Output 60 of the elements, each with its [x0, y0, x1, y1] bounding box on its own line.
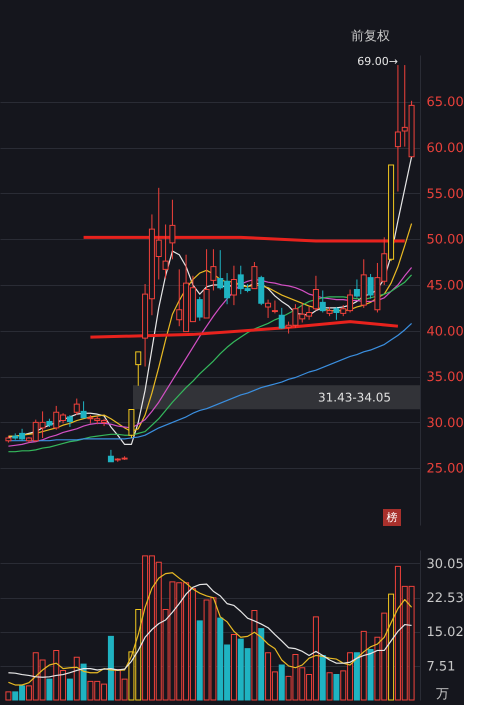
candlestick — [80, 400, 87, 418]
candlestick — [312, 275, 319, 312]
bar — [333, 674, 340, 700]
annotation: 榜 — [386, 511, 398, 524]
candlestick — [196, 296, 203, 322]
y-tick-label: 15.02 — [426, 625, 464, 640]
bar — [80, 664, 87, 700]
y-tick-label: 40.00 — [426, 324, 464, 340]
candlestick — [265, 299, 272, 318]
candlestick — [354, 278, 360, 298]
bar — [230, 634, 237, 700]
candlestick — [162, 224, 169, 280]
band-label: 31.43-34.05 — [318, 390, 392, 404]
bar — [360, 630, 367, 700]
candlestick — [333, 306, 340, 320]
line-series — [8, 583, 412, 678]
bar — [354, 652, 360, 700]
y-tick-label: 35.00 — [426, 370, 464, 386]
bar — [251, 610, 258, 700]
candlestick — [169, 199, 176, 260]
bar — [368, 649, 374, 700]
y-tick-label: 45.00 — [426, 278, 464, 294]
candlestick — [394, 64, 401, 192]
bar — [196, 620, 203, 700]
y-axis-title: 万 — [436, 687, 449, 702]
line-series — [8, 572, 412, 686]
bar — [5, 691, 12, 700]
candlestick — [135, 351, 142, 386]
candlestick — [74, 398, 80, 416]
y-tick-label: 30.05 — [426, 556, 464, 572]
bar — [66, 678, 73, 700]
line-series — [8, 156, 412, 445]
bar — [258, 628, 264, 700]
bar — [320, 654, 326, 700]
bar — [46, 678, 52, 700]
y-tick-label: 25.00 — [426, 462, 464, 477]
candlestick — [278, 307, 285, 330]
candlestick — [108, 449, 114, 462]
annotation: 69.00→ — [357, 55, 398, 68]
y-tick-label: 30.00 — [426, 416, 464, 431]
y-tick-label: 60.00 — [426, 141, 464, 156]
y-tick-label: 65.00 — [426, 95, 464, 110]
bar — [326, 672, 333, 700]
text: 前复权 — [351, 29, 390, 44]
bar — [74, 656, 80, 700]
bar — [108, 636, 114, 700]
candlestick — [320, 290, 326, 313]
candlestick — [251, 262, 258, 290]
y-tick-label: 7.51 — [426, 659, 456, 674]
candlestick — [326, 306, 333, 317]
line-series — [8, 322, 412, 442]
candlestick — [66, 414, 73, 428]
y-tick-label: 55.00 — [426, 186, 464, 202]
candlestick — [272, 300, 278, 314]
candlestick — [210, 248, 216, 291]
y-tick-label: 50.00 — [426, 232, 464, 248]
candlestick — [230, 265, 237, 306]
candlestick — [368, 273, 374, 300]
y-tick-label: 22.53 — [426, 591, 464, 606]
bar — [278, 664, 285, 700]
